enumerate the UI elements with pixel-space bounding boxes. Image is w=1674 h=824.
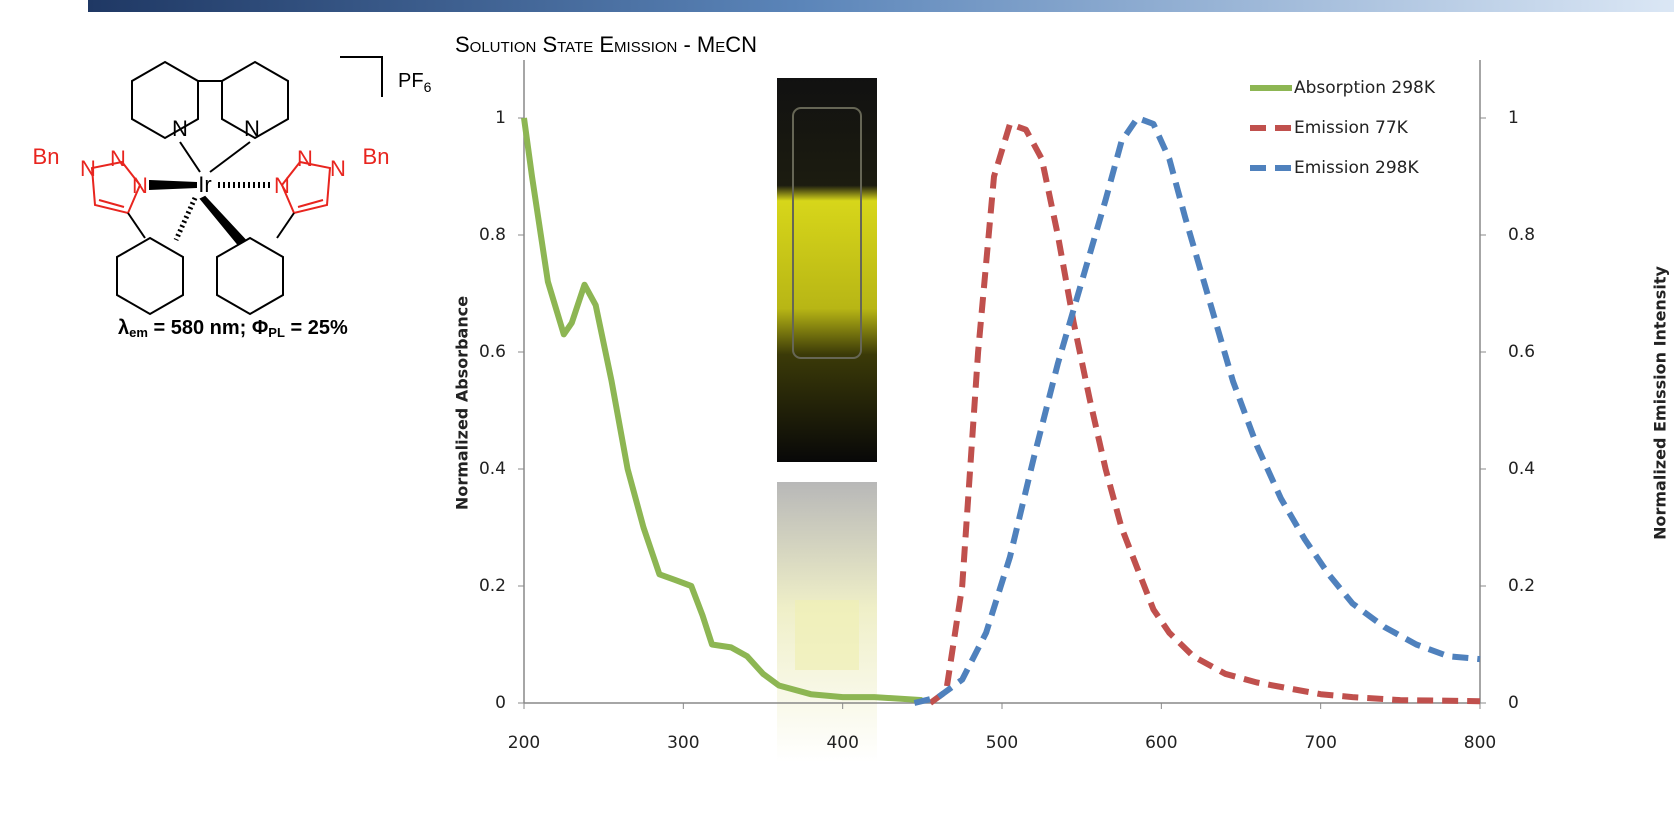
x-tick-label: 300: [667, 733, 699, 753]
y-tick-label: 0.4: [479, 459, 506, 479]
header-bar: [88, 0, 1674, 12]
y-tick-label: 0.2: [479, 576, 506, 596]
atom-label: Ir: [198, 172, 211, 197]
x-tick-label: 400: [826, 733, 858, 753]
series-line: [521, 117, 923, 704]
atom-label: N: [297, 146, 313, 171]
atom-label: N: [132, 173, 148, 198]
atom-label: Bn: [363, 144, 390, 169]
y2-tick-label: 0.2: [1508, 576, 1535, 596]
atom-label: N: [244, 116, 260, 141]
atom-label: N: [172, 116, 188, 141]
y2-tick-label: 0.4: [1508, 459, 1535, 479]
caption-part: em: [129, 325, 148, 340]
y2-tick-label: 0.6: [1508, 342, 1535, 362]
counterion-subscript: 6: [424, 79, 432, 95]
atom-label: N: [110, 146, 126, 171]
y-tick-label: 0.6: [479, 342, 506, 362]
y-axis-label: Normalized Absorbance: [453, 296, 472, 510]
y-tick-label: 0.8: [479, 225, 506, 245]
caption-part: PL: [268, 325, 285, 340]
y2-tick-label: 0: [1508, 693, 1519, 713]
y-tick-label: 0: [495, 693, 506, 713]
vial-photo: [777, 78, 877, 762]
legend-label: Emission 298K: [1294, 158, 1419, 178]
x-tick-label: 500: [986, 733, 1018, 753]
legend-label: Absorption 298K: [1294, 78, 1436, 98]
counterion: PF6: [398, 70, 432, 94]
x-tick-label: 200: [508, 733, 540, 753]
chart-title: Solution State Emission - MeCN: [455, 32, 757, 57]
y2-axis-label: Normalized Emission Intensity: [1651, 266, 1670, 540]
atom-label: N: [274, 173, 290, 198]
plot: 200 300 400 500 600 700 800 0 0.2 0.4 0.6 0.8 1 0 0.2 0…: [479, 60, 1535, 753]
atom-label: Bn: [33, 144, 60, 169]
y-tick-label: 1: [495, 108, 506, 128]
caption-part: = 580 nm; Φ: [148, 317, 268, 339]
molecule: [90, 56, 383, 316]
series-line: [928, 120, 1481, 706]
y2-tick-label: 1: [1508, 108, 1519, 128]
caption-part: λ: [118, 317, 129, 339]
legend-label: Emission 77K: [1294, 118, 1409, 138]
caption-part: = 25%: [285, 317, 348, 339]
molecule-labels: N N Ir N N N N N N Bn Bn PF6: [33, 70, 432, 198]
counterion-formula: PF: [398, 70, 424, 92]
series-line: [913, 115, 1481, 706]
x-tick-label: 700: [1304, 733, 1336, 753]
x-tick-label: 600: [1145, 733, 1177, 753]
y2-tick-label: 0.8: [1508, 225, 1535, 245]
x-tick-label: 800: [1464, 733, 1496, 753]
atom-label: N: [330, 156, 346, 181]
atom-label: N: [80, 156, 96, 181]
photophysics-caption: λem = 580 nm; ΦPL = 25%: [118, 317, 348, 340]
